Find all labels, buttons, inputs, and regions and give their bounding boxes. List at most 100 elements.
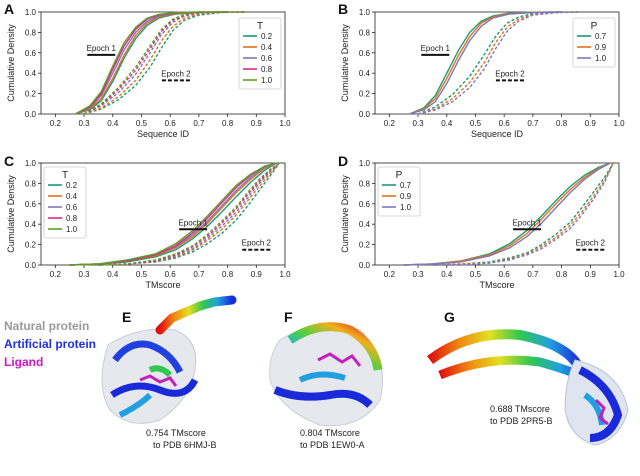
x-tick-label: 0.7	[527, 270, 539, 279]
y-tick-label: 0.6	[359, 200, 371, 209]
epoch2-series-0-8	[83, 11, 245, 115]
x-tick-label: 0.8	[222, 119, 234, 128]
legend-entry: 0.8	[66, 214, 78, 223]
chart-panel-b: 0.2 0.3 0.4 0.5 0.6 0.7 0.8 0.9 1.0 0.0 0.2 0.4 0.6 0…	[340, 8, 625, 139]
strand-e-1	[112, 340, 184, 374]
legend-title: T	[62, 170, 68, 181]
panel-letter-a: A	[4, 1, 14, 17]
x-tick-label: 0.2	[50, 119, 62, 128]
panel-letter-f: F	[284, 309, 293, 325]
x-tick-label: 0.3	[412, 119, 424, 128]
epoch2-series-1-0	[417, 11, 579, 115]
loop-f	[298, 371, 346, 383]
epoch1-series-0-2	[69, 162, 277, 266]
y-tick-label: 0.8	[25, 28, 37, 37]
x-axis-label: Sequence ID	[471, 129, 524, 139]
legend-entry: 0.9	[400, 192, 412, 201]
y-tick-label: 1.0	[25, 8, 37, 17]
x-axis-label: TMscore	[479, 280, 514, 290]
x-tick-label: 0.6	[165, 270, 177, 279]
y-axis-label: Cumulative Density	[6, 24, 16, 102]
x-tick-label: 0.3	[78, 119, 90, 128]
loop-g	[583, 392, 605, 426]
x-tick-label: 0.8	[222, 270, 234, 279]
epoch2-series-1-0	[432, 162, 614, 266]
panel-letter-g: G	[444, 309, 455, 325]
y-tick-label: 0.2	[359, 90, 371, 99]
panel-letter-e: E	[122, 309, 131, 325]
epoch1-series-0-7	[409, 11, 562, 115]
legend-entry: 0.2	[66, 181, 78, 190]
y-tick-label: 0.0	[25, 110, 37, 119]
epoch2-series-0-7	[432, 162, 614, 266]
epoch1-series-1-0	[409, 11, 562, 115]
pdb-caption-g: to PDB 2PR5-B	[490, 416, 553, 426]
y-tick-label: 0.2	[25, 90, 37, 99]
x-tick-label: 0.2	[384, 270, 396, 279]
legend-entry: 0.9	[595, 43, 607, 52]
x-tick-label: 0.7	[193, 119, 205, 128]
plot-frame	[374, 162, 620, 266]
epoch2-series-0-2	[83, 11, 245, 115]
y-tick-label: 0.4	[25, 220, 37, 229]
legend-ligand: Ligand	[4, 355, 43, 369]
x-tick-label: 0.7	[527, 119, 539, 128]
plot-frame	[40, 162, 286, 266]
y-axis-label: Cumulative Density	[340, 175, 350, 253]
y-tick-label: 0.8	[359, 28, 371, 37]
y-tick-label: 1.0	[359, 159, 371, 168]
x-tick-label: 0.9	[251, 270, 263, 279]
helix-g-2	[438, 355, 593, 385]
protein-legend: Natural protein Artificial protein Ligan…	[4, 319, 96, 369]
pdb-caption-e: to PDB 6HMJ-B	[153, 440, 217, 450]
x-tick-label: 0.4	[441, 270, 453, 279]
epoch1-series-0-6	[75, 11, 228, 115]
y-tick-label: 1.0	[359, 8, 371, 17]
epoch1-label: Epoch 1	[87, 44, 117, 53]
y-tick-label: 0.8	[359, 179, 371, 188]
ligand-f	[317, 352, 362, 367]
epoch1-label: Epoch 1	[178, 218, 208, 227]
y-tick-label: 0.0	[25, 261, 37, 270]
loop-e-1	[118, 392, 153, 418]
panel-letter-c: C	[4, 153, 14, 169]
x-tick-label: 0.8	[556, 270, 568, 279]
epoch2-label: Epoch 2	[161, 69, 191, 78]
structure-g: 0.688 TMscore to PDB 2PR5-B G	[427, 309, 629, 446]
legend-entry: 0.7	[400, 181, 412, 190]
x-tick-label: 0.6	[499, 119, 511, 128]
y-tick-label: 0.4	[359, 220, 371, 229]
panel-letter-d: D	[338, 153, 348, 169]
x-tick-label: 0.7	[193, 270, 205, 279]
legend-box	[377, 166, 421, 217]
legend-entry: 1.0	[595, 54, 607, 63]
y-tick-label: 0.2	[25, 241, 37, 250]
x-tick-label: 1.0	[279, 270, 291, 279]
x-tick-label: 0.8	[556, 119, 568, 128]
plot-frame	[374, 11, 620, 115]
legend-entry: 0.6	[261, 54, 273, 63]
y-tick-label: 0.6	[359, 49, 371, 58]
epoch2-label: Epoch 2	[495, 69, 525, 78]
tmscore-caption-f: 0.804 TMscore	[300, 428, 360, 438]
epoch1-series-0-9	[403, 162, 611, 266]
epoch1-label: Epoch 1	[512, 218, 542, 227]
y-axis-label: Cumulative Density	[6, 175, 16, 253]
legend-entry: 1.0	[261, 76, 273, 85]
helix-f	[287, 322, 383, 371]
y-axis-label: Cumulative Density	[340, 24, 350, 102]
legend-box	[572, 17, 616, 68]
ligand-g	[594, 398, 609, 426]
legend-entry: 0.4	[261, 43, 273, 52]
strand-f-1	[273, 386, 373, 408]
x-tick-label: 0.9	[251, 119, 263, 128]
x-tick-label: 1.0	[613, 119, 625, 128]
epoch2-label: Epoch 2	[576, 239, 606, 248]
legend-entry: 0.7	[595, 32, 607, 41]
x-tick-label: 0.5	[470, 119, 482, 128]
epoch2-series-0-7	[417, 11, 579, 115]
legend-entry: 0.6	[66, 203, 78, 212]
x-axis-label: TMscore	[145, 280, 180, 290]
legend-entry: 0.8	[261, 65, 273, 74]
